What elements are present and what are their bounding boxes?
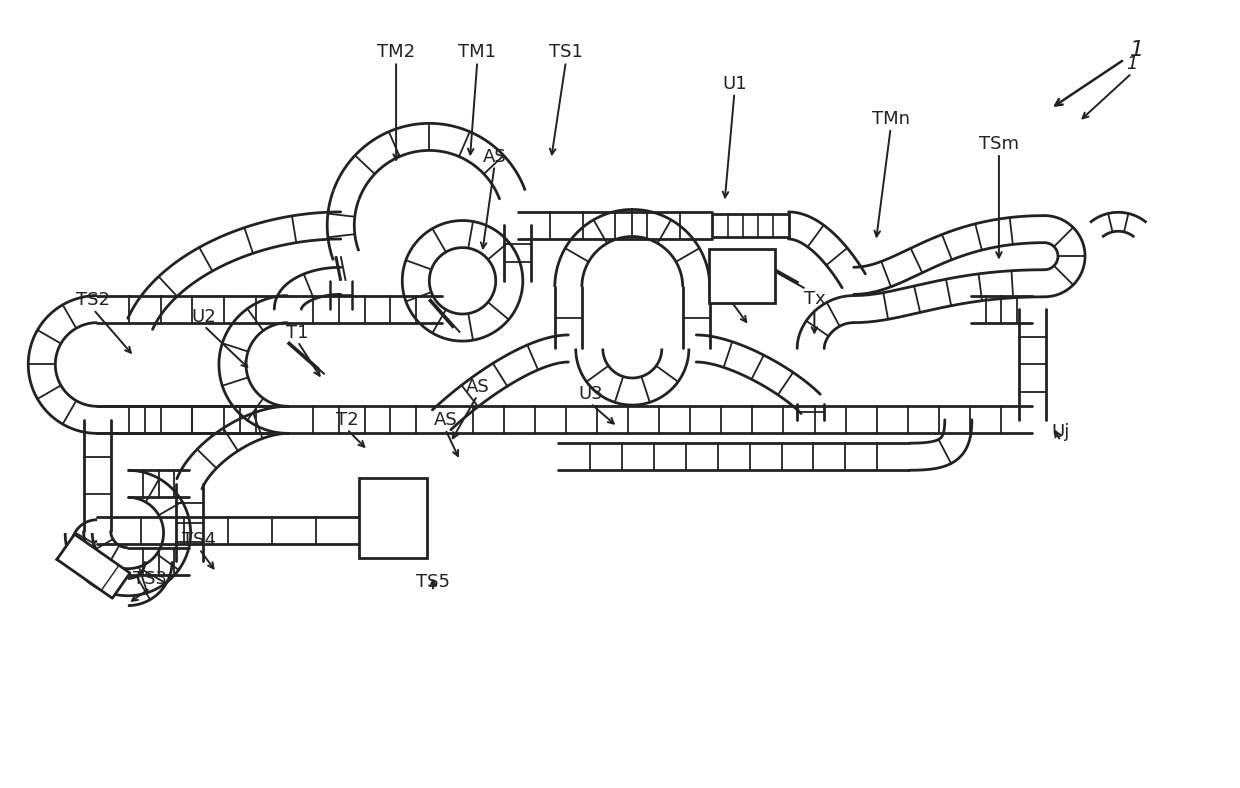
Text: U2: U2 xyxy=(192,308,217,326)
Bar xyxy=(708,249,775,303)
Text: TS1: TS1 xyxy=(549,43,583,61)
Text: U1: U1 xyxy=(722,75,746,93)
Text: 1: 1 xyxy=(1130,39,1143,60)
Text: TS2: TS2 xyxy=(77,292,110,310)
Text: AS: AS xyxy=(482,147,506,165)
Text: AS: AS xyxy=(434,411,458,429)
Text: TS3: TS3 xyxy=(133,570,167,588)
Bar xyxy=(712,214,789,236)
Text: T2: T2 xyxy=(336,411,358,429)
Text: TM1: TM1 xyxy=(459,43,496,61)
Text: Tx: Tx xyxy=(804,290,826,308)
Text: TS5: TS5 xyxy=(415,573,450,591)
Text: T1: T1 xyxy=(286,324,309,341)
Bar xyxy=(360,478,427,558)
Polygon shape xyxy=(57,534,130,598)
Text: Uj: Uj xyxy=(1052,423,1070,441)
Text: AS: AS xyxy=(465,377,489,396)
Text: 1: 1 xyxy=(1126,55,1137,73)
Text: TMn: TMn xyxy=(872,110,910,128)
Text: TSm: TSm xyxy=(978,135,1019,153)
Text: TS4: TS4 xyxy=(182,531,216,549)
Text: TM2: TM2 xyxy=(377,43,415,61)
Text: AS: AS xyxy=(713,274,737,292)
Text: U3: U3 xyxy=(578,385,603,403)
